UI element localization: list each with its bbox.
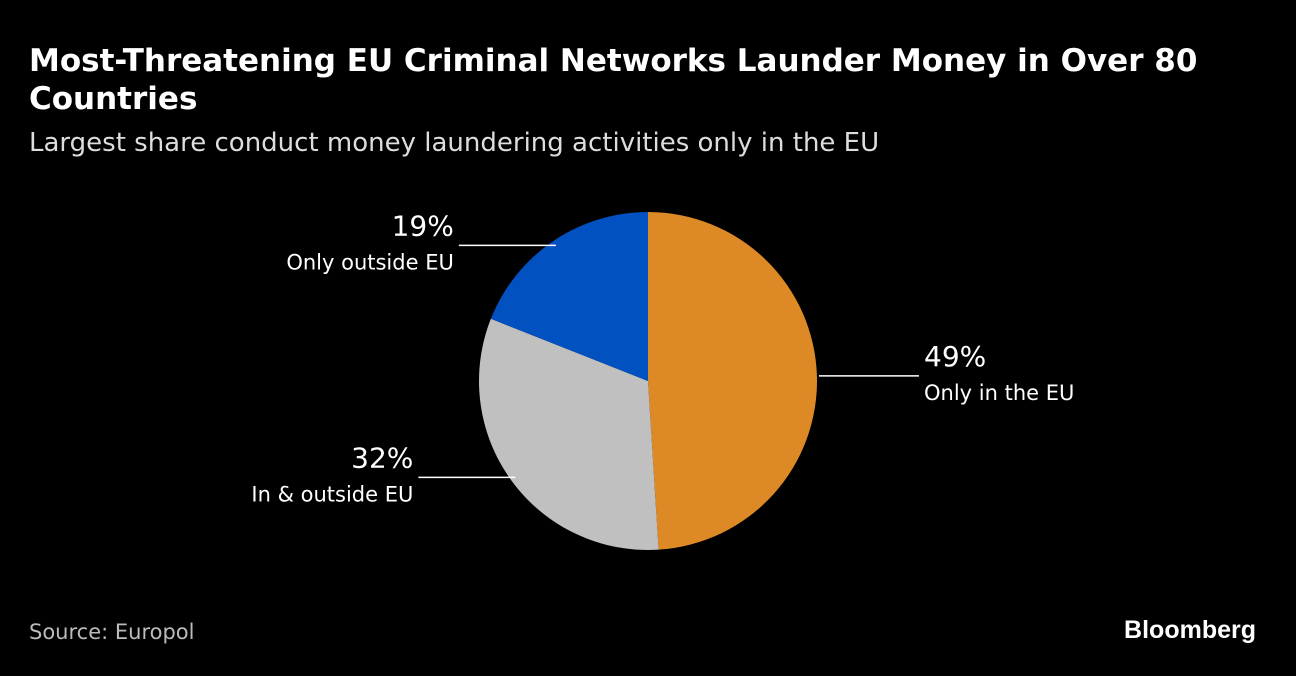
data-label: 49% — [924, 340, 986, 373]
data-label: 32% — [351, 441, 413, 474]
category-label: Only outside EU — [286, 250, 454, 274]
chart-subtitle: Largest share conduct money laundering a… — [29, 128, 880, 158]
chart-title: Most-Threatening EU Criminal Networks La… — [29, 43, 1198, 117]
pie-slice — [648, 212, 817, 550]
category-label: Only in the EU — [924, 381, 1074, 405]
pie-slice — [478, 318, 659, 550]
data-label: 19% — [392, 209, 454, 242]
source-note: Source: Europol — [29, 620, 195, 644]
pie-slice — [490, 212, 648, 381]
brand-logo: Bloomberg — [1124, 616, 1256, 644]
category-label: In & outside EU — [251, 482, 413, 506]
